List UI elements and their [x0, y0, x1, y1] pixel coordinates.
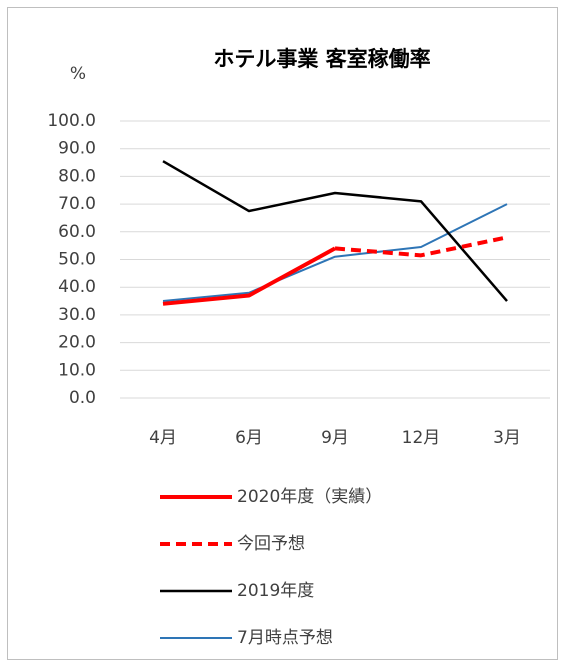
series-line: [162, 160, 508, 302]
x-tick-label: 9月: [321, 428, 349, 448]
x-tick-label: 6月: [235, 428, 263, 448]
series-line: [334, 235, 508, 258]
y-tick-label: 100.0: [47, 111, 96, 131]
y-tick-label: 0.0: [69, 388, 96, 408]
x-tick-label: 3月: [493, 428, 521, 448]
y-tick-label: 50.0: [58, 250, 96, 270]
legend-label: 2020年度（実績）: [237, 487, 382, 507]
chart-border: [7, 7, 558, 660]
y-tick-label: 80.0: [58, 166, 96, 186]
x-tick-label: 4月: [149, 428, 177, 448]
y-tick-label: 20.0: [58, 333, 96, 353]
legend-label: 2019年度: [237, 581, 314, 601]
y-tick-label: 10.0: [58, 360, 96, 380]
y-tick-label: 40.0: [58, 277, 96, 297]
y-tick-label: 60.0: [58, 222, 96, 242]
y-axis-label: %: [70, 64, 86, 84]
y-tick-label: 30.0: [58, 305, 96, 325]
y-tick-label: 90.0: [58, 139, 96, 159]
legend-label: 7月時点予想: [237, 628, 333, 648]
series-line: [162, 246, 336, 306]
x-tick-label: 12月: [402, 428, 441, 448]
y-tick-label: 70.0: [58, 194, 96, 214]
chart-title: ホテル事業 客室稼働率: [213, 47, 430, 71]
legend-label: 今回予想: [237, 534, 305, 554]
